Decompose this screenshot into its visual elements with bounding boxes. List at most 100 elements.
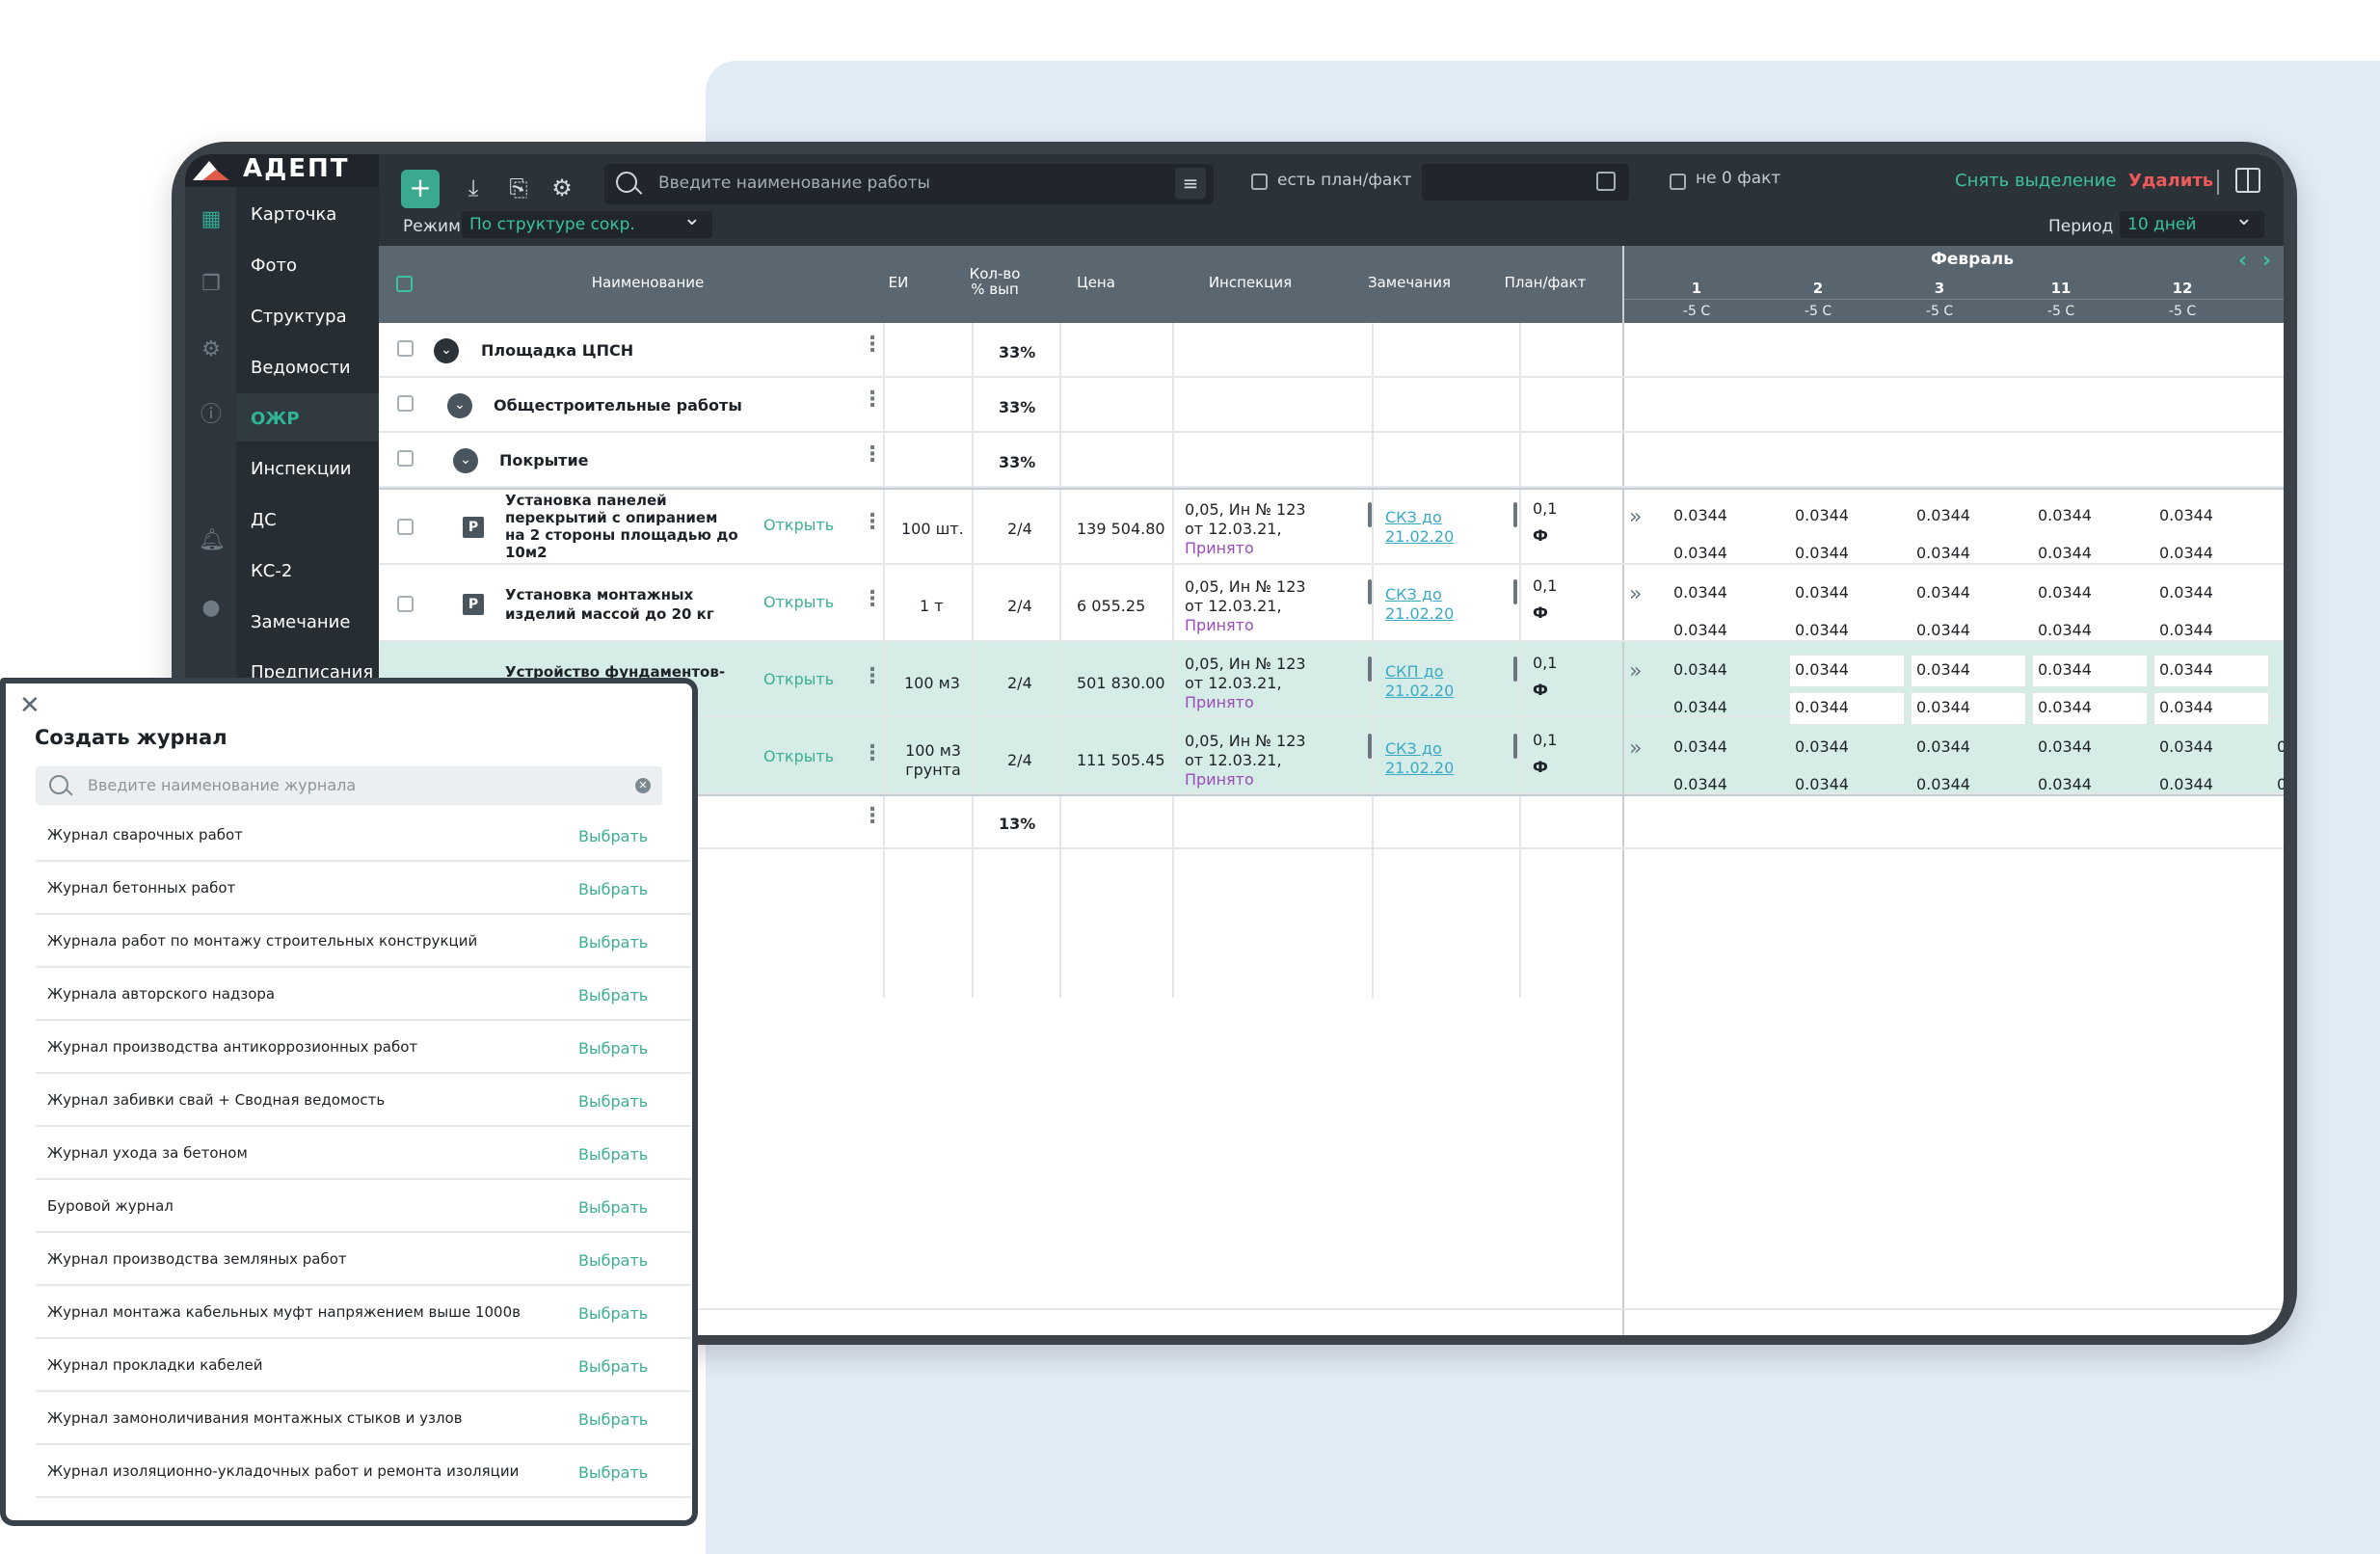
calendar-value[interactable]: 0.0344 [2159, 698, 2213, 716]
calendar-value[interactable]: 0.0344 [2038, 583, 2092, 602]
calendar-value[interactable]: 0.0344 [2159, 544, 2213, 562]
row-menu-icon[interactable]: ⋮ [862, 442, 883, 467]
calendar-value[interactable]: 0.0344 [1795, 737, 1849, 756]
calendar-value[interactable]: 0.0344 [1916, 544, 1970, 562]
calendar-value[interactable]: 0.0344 [2038, 698, 2092, 716]
calendar-value[interactable]: 0.0344 [1795, 660, 1849, 679]
remark-link[interactable]: СКЗ до 21.02.20 [1385, 585, 1454, 624]
menu-item-ks2[interactable]: КС-2 [251, 561, 293, 581]
calendar-value[interactable]: 0.0344 [1795, 544, 1849, 562]
plan-fact-checkbox[interactable] [1251, 174, 1268, 190]
calendar-value[interactable]: 0.0344 [2159, 621, 2213, 639]
calendar-input-box[interactable] [2153, 692, 2269, 725]
journal-list-item[interactable]: Журнал бетонных работ Выбрать [36, 862, 691, 915]
table-row-group[interactable] [379, 378, 2284, 433]
select-journal-button[interactable]: Выбрать [578, 1304, 649, 1323]
calendar-value[interactable]: 0.0344 [1795, 583, 1849, 602]
calendar-value[interactable]: 0.0344 [1916, 660, 1970, 679]
journal-search-input[interactable]: Введите наименование журнала [88, 776, 357, 794]
table-row-group[interactable] [379, 433, 2284, 488]
table-row-summary[interactable] [379, 794, 2284, 849]
calendar-value[interactable]: 0.0344 [1795, 621, 1849, 639]
calendar-input-box[interactable] [2032, 655, 2148, 687]
calendar-value[interactable]: 0.0344 [2159, 737, 2213, 756]
calendar-value[interactable]: 0.0344 [2159, 506, 2213, 524]
row-checkbox[interactable] [397, 395, 414, 412]
calendar-value[interactable]: 0.0344 [2038, 621, 2092, 639]
not-zero-fact-checkbox[interactable] [1670, 174, 1686, 190]
calendar-value[interactable]: 0.0344 [2038, 506, 2092, 524]
select-journal-button[interactable]: Выбрать [578, 1251, 649, 1270]
open-link[interactable]: Открыть [763, 516, 835, 534]
journal-list-item[interactable]: Журнал сварочных работ Выбрать [36, 809, 691, 862]
remark-link[interactable]: СКП до 21.02.20 [1385, 662, 1454, 701]
export-file-icon[interactable]: ⎘ [509, 174, 528, 201]
journal-list-item[interactable]: Журнал забивки свай + Сводная ведомость В… [36, 1074, 691, 1127]
info-icon[interactable]: ⓘ [200, 403, 222, 427]
calendar-value[interactable]: 0.0344 [1795, 506, 1849, 524]
remark-link[interactable]: СКЗ до 21.02.20 [1385, 739, 1454, 778]
open-link[interactable]: Открыть [763, 747, 835, 765]
date-picker[interactable] [1422, 164, 1629, 201]
user-icon[interactable]: ● [201, 596, 221, 620]
calendar-value[interactable]: 0.0344 [1673, 506, 1727, 524]
close-icon[interactable]: ✕ [19, 691, 40, 720]
calendar-value[interactable]: 0.0344 [1916, 583, 1970, 602]
calendar-value[interactable]: 0.0344 [1916, 506, 1970, 524]
select-all-checkbox[interactable] [396, 276, 413, 292]
menu-item-orders[interactable]: Предписания [251, 662, 374, 683]
calendar-value[interactable]: 0.0344 [1916, 775, 1970, 793]
journal-list-item[interactable]: Журнал производства антикоррозионных раб… [36, 1021, 691, 1074]
calendar-value[interactable]: 0.0344 [1673, 660, 1727, 679]
clear-selection-link[interactable]: Снять выделение [1955, 171, 2117, 191]
panel-layout-icon[interactable] [2235, 168, 2260, 193]
calendar-input-box[interactable] [1789, 692, 1905, 725]
menu-item-structure[interactable]: Структура [251, 307, 347, 327]
row-menu-icon[interactable]: ⋮ [862, 587, 883, 611]
calendar-value[interactable]: 0.0344 [2159, 583, 2213, 602]
select-journal-button[interactable]: Выбрать [578, 1357, 649, 1376]
select-journal-button[interactable]: Выбрать [578, 1039, 649, 1058]
select-journal-button[interactable]: Выбрать [578, 1092, 649, 1111]
gear-icon[interactable]: ⚙ [201, 337, 221, 362]
calendar-value[interactable]: 0.0344 [1916, 621, 1970, 639]
calendar-value[interactable]: 0.0344 [1916, 698, 1970, 716]
add-button[interactable]: + [401, 170, 440, 208]
calendar-value[interactable]: 0.0344 [1673, 621, 1727, 639]
collapse-icon[interactable]: ⌄ [447, 393, 472, 418]
period-select[interactable]: 10 дней [2120, 205, 2264, 238]
menu-item-photo[interactable]: Фото [251, 255, 298, 276]
bell-icon[interactable]: 🔔︎ [199, 528, 226, 552]
table-row[interactable] [379, 565, 2284, 642]
delete-link[interactable]: Удалить [2128, 171, 2214, 191]
row-menu-icon[interactable]: ⋮ [862, 333, 883, 357]
open-link[interactable]: Открыть [763, 670, 835, 688]
work-search[interactable]: Введите наименование работы ≡ [604, 164, 1214, 204]
table-row[interactable] [379, 488, 2284, 565]
calendar-value[interactable]: 0.0344 [2038, 775, 2092, 793]
menu-item-inspections[interactable]: Инспекции [251, 459, 352, 479]
calendar-value[interactable]: 0.0344 [2159, 775, 2213, 793]
expand-right-icon[interactable]: » [1629, 659, 1643, 683]
row-checkbox[interactable] [397, 519, 414, 535]
menu-item-ds[interactable]: ДС [251, 510, 277, 530]
calendar-value[interactable]: 0.0344 [1916, 737, 1970, 756]
menu-item-card[interactable]: Карточка [251, 204, 337, 225]
calendar-input-box[interactable] [2032, 692, 2148, 725]
journal-list-item[interactable]: Журнал замоноличивания монтажных стыков … [36, 1392, 691, 1445]
journal-search[interactable]: Введите наименование журнала ✕ [36, 766, 662, 805]
expand-right-icon[interactable]: » [1629, 582, 1643, 606]
collapse-icon[interactable]: ⌄ [434, 338, 459, 363]
calendar-input-box[interactable] [1789, 655, 1905, 687]
row-checkbox[interactable] [397, 596, 414, 612]
search-input[interactable]: Введите наименование работы [658, 174, 930, 193]
journal-list-item[interactable]: Журнал изоляционно-укладочных работ и ре… [36, 1445, 691, 1498]
journal-list-item[interactable]: Журнал производства земляных работ Выбрат… [36, 1233, 691, 1286]
calendar-value[interactable]: 0.0344 [1673, 583, 1727, 602]
calendar-value[interactable]: 0.0344 [2038, 544, 2092, 562]
select-journal-button[interactable]: Выбрать [578, 1463, 649, 1482]
calendar-input-box[interactable] [1911, 692, 2026, 725]
row-checkbox[interactable] [397, 340, 414, 357]
open-link[interactable]: Открыть [763, 593, 835, 611]
mode-select[interactable]: По структуре сокр. [462, 205, 712, 238]
